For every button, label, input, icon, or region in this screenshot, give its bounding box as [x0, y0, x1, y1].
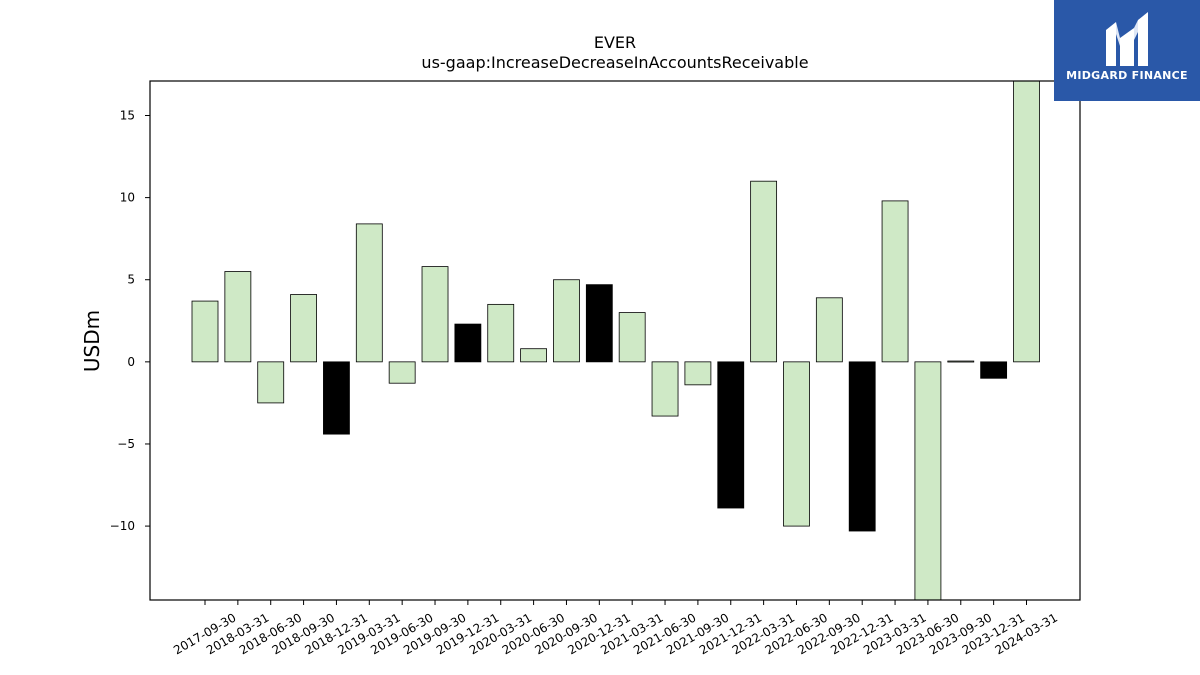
bar-2019-03-31 — [355, 223, 383, 363]
bars-group — [191, 80, 1040, 601]
bar-2023-06-30 — [914, 361, 942, 601]
midgard-logo-icon — [1106, 12, 1148, 66]
bar-2023-03-31 — [881, 200, 909, 363]
bar-2017-09-30 — [191, 300, 219, 363]
bar-2019-06-30 — [388, 361, 416, 384]
plot-frame — [149, 80, 1081, 601]
bar-2018-03-31 — [224, 271, 252, 363]
chart-title: EVER — [594, 33, 636, 52]
bar-2018-12-31 — [323, 361, 350, 435]
bar-2018-09-30 — [290, 294, 317, 363]
bar-2021-12-31 — [717, 361, 745, 509]
x-axis: 2017-09-302018-03-312018-06-302018-09-30… — [171, 600, 1060, 657]
bar-2022-06-30 — [783, 361, 810, 527]
bar-2021-06-30 — [651, 361, 679, 417]
y-tick-label: 10 — [120, 191, 135, 205]
bar-2022-03-31 — [750, 180, 778, 363]
bar-2020-06-30 — [520, 348, 547, 363]
y-tick-label: 15 — [120, 108, 135, 122]
y-tick-label: −10 — [110, 519, 135, 533]
bar-2020-03-31 — [487, 303, 515, 363]
bar-2022-09-30 — [815, 297, 843, 363]
bar-2019-09-30 — [421, 266, 449, 363]
bar-2023-12-31 — [980, 361, 1008, 379]
bar-2019-12-31 — [454, 323, 482, 363]
y-tick-label: −5 — [117, 437, 135, 451]
midgard-finance-logo: MIDGARD FINANCE — [1054, 0, 1200, 101]
y-axis-label: USDm — [80, 310, 104, 372]
bar-2023-09-30 — [947, 360, 975, 363]
y-tick-label: 5 — [127, 273, 135, 287]
bar-2020-09-30 — [553, 279, 580, 363]
chart-subtitle: us-gaap:IncreaseDecreaseInAccountsReceiv… — [421, 53, 808, 72]
y-tick-label: 0 — [127, 355, 135, 369]
bar-2024-03-31 — [1013, 80, 1040, 363]
bar-2021-03-31 — [618, 312, 646, 363]
bar-2020-12-31 — [585, 284, 613, 363]
logo-text: MIDGARD FINANCE — [1066, 69, 1188, 82]
bar-2018-06-30 — [257, 361, 285, 404]
bar-2022-12-31 — [848, 361, 876, 532]
y-axis: −10 −5 0 5 10 15 — [110, 108, 150, 533]
bar-2021-09-30 — [684, 361, 712, 386]
